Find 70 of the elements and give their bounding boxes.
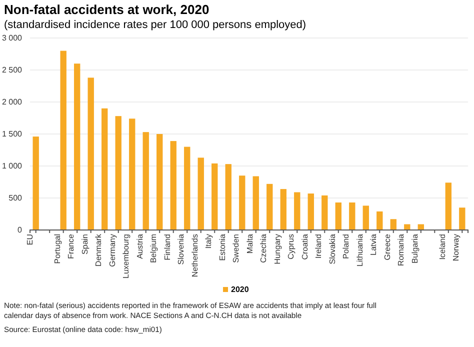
x-tick-label: Slovakia [328, 233, 337, 264]
bar [418, 224, 424, 230]
y-tick-label: 500 [8, 194, 23, 203]
x-tick-label: Spain [80, 234, 90, 254]
bar [74, 64, 80, 230]
bar [129, 118, 136, 230]
x-tick-label: Finland [162, 234, 172, 260]
y-tick-label: 1 500 [2, 130, 23, 139]
x-tick-label: Croatia [300, 233, 310, 260]
bar [445, 182, 452, 230]
bar [362, 206, 369, 230]
x-tick-label: Portugal [52, 234, 62, 264]
bar [88, 78, 94, 230]
x-tick-label: Norway [452, 234, 461, 262]
x-tick-label: Slovenia [176, 233, 186, 265]
y-tick-label: 1 000 [2, 162, 23, 171]
x-tick-label: Denmark [94, 233, 104, 266]
bar [198, 158, 204, 230]
bar [60, 50, 66, 230]
y-tick-label: 2 000 [2, 98, 23, 107]
bar [212, 163, 218, 230]
bar [225, 164, 232, 230]
x-tick-label: Romania [396, 233, 406, 266]
bar [335, 202, 342, 230]
y-tick-label: 2 500 [2, 66, 23, 75]
bar [32, 136, 39, 230]
x-tick-label: Austria [135, 233, 144, 259]
bar [404, 224, 410, 230]
bar [266, 184, 273, 230]
x-tick-label: Netherlands [190, 234, 200, 278]
x-tick-label: Ireland [314, 234, 324, 258]
bar [239, 176, 246, 230]
bar [322, 195, 328, 230]
chart-subtitle: (standardised incidence rates per 100 000 persons employed) [4, 19, 306, 31]
x-tick-label: Latvia [369, 233, 378, 256]
y-tick-label: 0 [18, 226, 23, 235]
bar [184, 146, 190, 230]
x-tick-label: Czechia [259, 233, 268, 263]
bar [376, 211, 383, 230]
bar [115, 116, 122, 230]
bar [156, 134, 163, 230]
legend-label: 2020 [231, 285, 250, 294]
x-tick-label: Sweden [232, 234, 241, 263]
chart-title: Non-fatal accidents at work, 2020 [4, 2, 210, 17]
x-tick-label: Belgium [149, 234, 158, 263]
bar [142, 132, 149, 230]
x-tick-label: Bulgaria [410, 233, 420, 264]
x-tick-label: Luxembourg [122, 234, 131, 278]
bar [459, 208, 466, 230]
x-tick-label: Poland [342, 234, 351, 259]
bar [280, 189, 286, 230]
x-tick-label: Greece [382, 233, 392, 260]
x-tick-label: Estonia [218, 233, 227, 261]
bar [170, 141, 176, 230]
bar [102, 108, 108, 230]
x-tick-label: Lithuania [355, 233, 364, 266]
y-tick-label: 3 000 [2, 34, 23, 43]
x-tick-label: Hungary [272, 234, 282, 264]
x-tick-label: Germany [108, 234, 117, 267]
x-tick-label: Italy [204, 234, 214, 249]
bar [390, 219, 396, 230]
bar [349, 202, 356, 230]
bar [294, 192, 300, 230]
x-tick-label: France [66, 233, 76, 259]
x-tick-label: Cyprus [286, 234, 296, 260]
x-tick-label: EU [25, 234, 34, 246]
x-tick-label: Malta [245, 233, 254, 254]
bar [252, 176, 259, 230]
x-tick-label: Iceland [438, 234, 447, 260]
bar [308, 194, 314, 230]
